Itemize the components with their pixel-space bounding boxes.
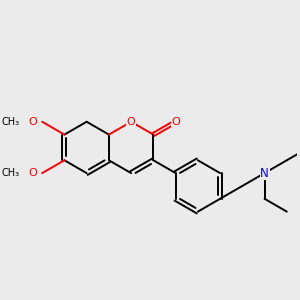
Text: O: O	[29, 168, 38, 178]
Text: CH₃: CH₃	[2, 117, 20, 127]
Text: O: O	[29, 117, 38, 127]
Text: N: N	[260, 167, 269, 180]
Text: CH₃: CH₃	[2, 168, 20, 178]
Text: O: O	[171, 117, 180, 127]
Text: O: O	[127, 117, 136, 127]
